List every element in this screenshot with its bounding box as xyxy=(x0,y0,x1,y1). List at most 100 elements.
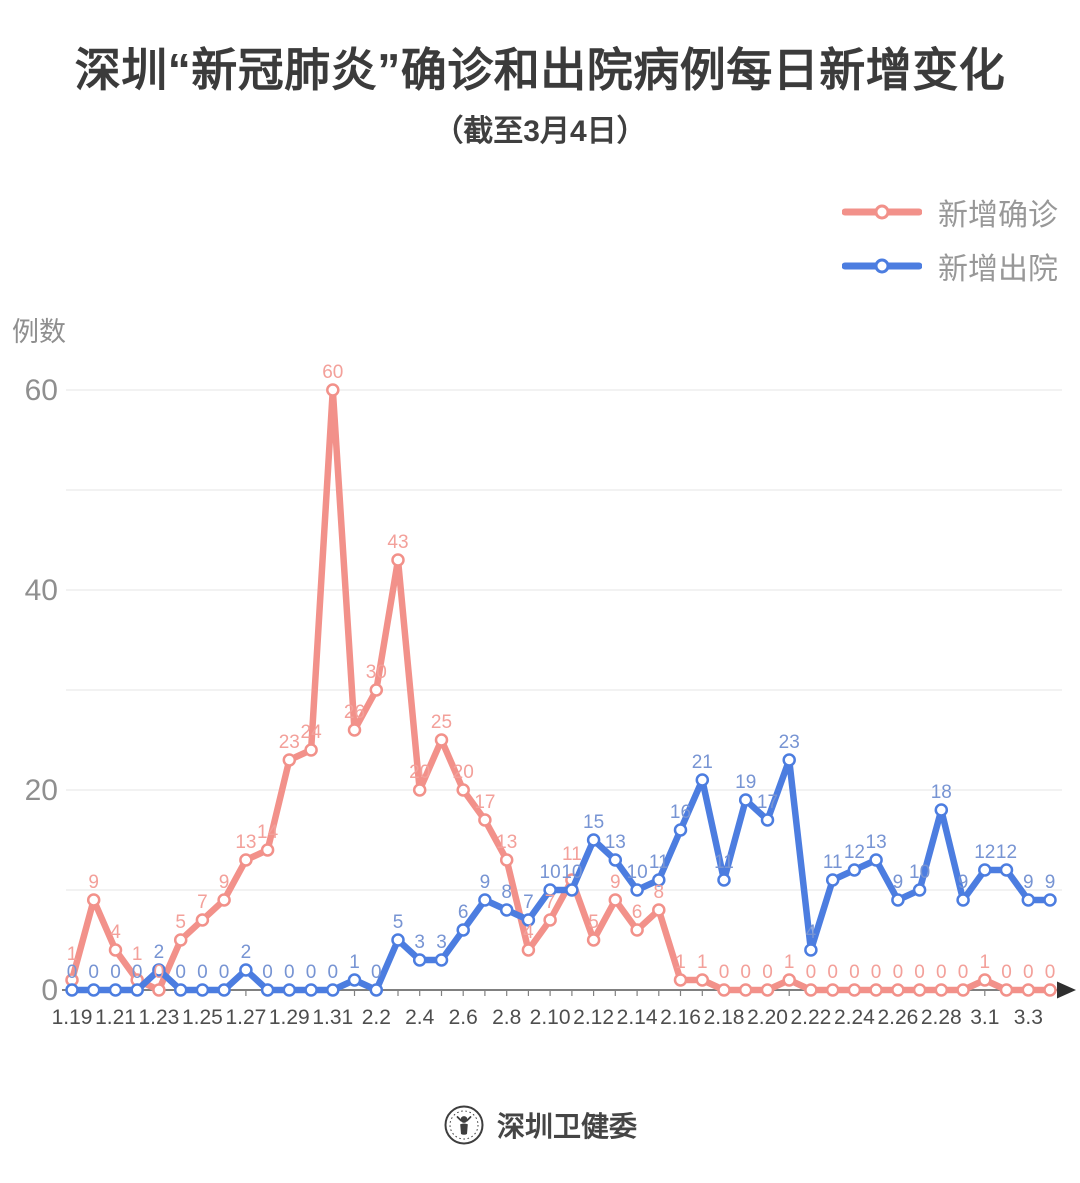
confirmed-value-label: 30 xyxy=(366,662,387,683)
discharged-value-label: 8 xyxy=(501,882,512,903)
data-point xyxy=(217,893,231,907)
discharged-value-label: 3 xyxy=(414,932,425,953)
legend-label-confirmed: 新增确诊 xyxy=(938,199,1058,232)
data-point xyxy=(891,983,905,997)
discharged-value-label: 19 xyxy=(735,772,756,793)
data-point xyxy=(608,893,623,907)
data-point xyxy=(586,833,601,847)
data-point xyxy=(956,893,970,907)
data-point xyxy=(499,853,514,867)
discharged-value-label: 0 xyxy=(175,962,186,983)
page-title: 深圳“新冠肺炎”确诊和出院病例每日新增变化 xyxy=(74,44,1006,96)
confirmed-line-swatch-icon xyxy=(842,204,922,220)
discharged-value-label: 6 xyxy=(458,902,469,923)
confirmed-value-label: 7 xyxy=(545,892,556,913)
discharged-value-label: 0 xyxy=(219,962,230,983)
data-point xyxy=(326,983,340,997)
x-tick-label: 2.6 xyxy=(449,1006,478,1029)
x-tick-label: 3.3 xyxy=(1014,1006,1043,1029)
confirmed-value-label: 13 xyxy=(235,832,256,853)
data-point xyxy=(152,983,166,997)
discharged-line xyxy=(68,756,1054,994)
discharged-value-label: 13 xyxy=(866,832,887,853)
discharged-value-label: 0 xyxy=(262,962,273,983)
data-point xyxy=(369,683,384,697)
data-point xyxy=(782,973,796,987)
data-point xyxy=(565,883,579,897)
confirmed-value-label: 0 xyxy=(871,962,882,983)
discharged-value-label: 10 xyxy=(627,862,648,883)
x-tick-label: 2.12 xyxy=(573,1006,614,1029)
confirmed-value-label: 17 xyxy=(474,792,495,813)
confirmed-value-label: 8 xyxy=(654,882,665,903)
data-point xyxy=(239,963,253,977)
data-point xyxy=(543,883,557,897)
x-tick-label: 2.22 xyxy=(790,1006,831,1029)
data-point xyxy=(478,893,492,907)
x-tick-label: 1.27 xyxy=(225,1006,266,1029)
szwjw-logo-icon xyxy=(444,1105,484,1145)
data-point xyxy=(282,753,297,767)
confirmed-value-label: 0 xyxy=(1045,962,1056,983)
legend-label-discharged: 新增出院 xyxy=(938,253,1058,286)
confirmed-value-label: 25 xyxy=(431,712,452,733)
data-point xyxy=(804,943,818,957)
data-point xyxy=(282,983,297,997)
axis-arrow-icon xyxy=(1057,981,1076,999)
confirmed-value-label: 1 xyxy=(697,952,708,973)
confirmed-value-label: 23 xyxy=(279,732,300,753)
discharged-value-label: 10 xyxy=(909,862,930,883)
footer-source: 深圳卫健委 xyxy=(496,1111,637,1142)
data-point xyxy=(1043,983,1057,997)
data-point xyxy=(630,923,644,937)
data-point xyxy=(847,983,862,997)
discharged-value-label: 2 xyxy=(241,942,252,963)
discharged-value-label: 0 xyxy=(67,962,78,983)
data-point xyxy=(326,383,340,397)
discharged-value-label: 13 xyxy=(605,832,626,853)
data-point xyxy=(825,983,840,997)
discharged-value-label: 16 xyxy=(670,802,691,823)
confirmed-value-label: 4 xyxy=(523,922,534,943)
confirmed-value-label: 0 xyxy=(827,962,838,983)
x-tick-label: 2.16 xyxy=(660,1006,701,1029)
discharged-value-label: 0 xyxy=(88,962,99,983)
confirmed-value-label: 5 xyxy=(588,912,599,933)
confirmed-value-label: 0 xyxy=(154,962,165,983)
data-point xyxy=(391,933,405,947)
discharged-value-label: 0 xyxy=(132,962,143,983)
confirmed-value-label: 6 xyxy=(632,902,643,923)
discharged-line-swatch-icon xyxy=(842,258,922,274)
data-point xyxy=(782,753,796,767)
x-tick-label: 1.23 xyxy=(138,1006,179,1029)
data-point xyxy=(65,983,79,997)
confirmed-value-label: 1 xyxy=(980,952,991,973)
discharged-value-label: 12 xyxy=(996,842,1017,863)
discharged-value-label: 10 xyxy=(540,862,561,883)
discharged-value-label: 9 xyxy=(893,872,904,893)
data-point xyxy=(173,983,188,997)
discharged-value-label: 11 xyxy=(649,852,669,873)
data-point xyxy=(347,723,362,737)
discharged-value-label: 15 xyxy=(583,812,604,833)
data-point xyxy=(717,983,731,997)
legend: 新增确诊 新增出院 xyxy=(842,190,1058,288)
confirmed-value-label: 60 xyxy=(322,362,343,383)
x-tick-label: 2.18 xyxy=(704,1006,745,1029)
data-point xyxy=(978,863,992,877)
data-point xyxy=(695,773,710,787)
confirmed-value-label: 43 xyxy=(387,532,408,553)
confirmed-value-label: 0 xyxy=(1023,962,1034,983)
confirmed-value-label: 0 xyxy=(1001,962,1012,983)
data-point xyxy=(847,863,862,877)
confirmed-value-label: 0 xyxy=(849,962,860,983)
data-point xyxy=(608,853,623,867)
data-point xyxy=(543,913,557,927)
data-point xyxy=(934,983,949,997)
discharged-value-label: 4 xyxy=(806,922,817,943)
y-axis-labels: 0 20 40 60 xyxy=(25,374,58,1007)
data-point xyxy=(478,813,492,827)
y-axis-title: 例数 xyxy=(12,317,66,347)
